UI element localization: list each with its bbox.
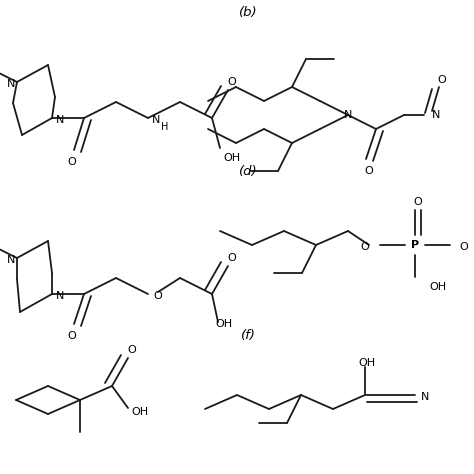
Text: N: N <box>344 110 352 120</box>
Text: N: N <box>7 79 15 89</box>
Text: O: O <box>128 345 137 355</box>
Text: N: N <box>56 291 64 301</box>
Text: O: O <box>153 291 162 301</box>
Text: O: O <box>68 157 76 167</box>
Text: O: O <box>414 197 422 207</box>
Text: O: O <box>360 242 369 252</box>
Text: N: N <box>7 255 15 265</box>
Text: O: O <box>68 331 76 341</box>
Text: H: H <box>161 122 168 132</box>
Text: N: N <box>421 392 429 402</box>
Text: O: O <box>228 77 237 87</box>
Text: O: O <box>438 75 447 85</box>
Text: OH: OH <box>131 407 148 417</box>
Text: (f): (f) <box>241 328 255 341</box>
Text: OH: OH <box>216 319 233 329</box>
Text: O: O <box>365 166 374 176</box>
Text: (b): (b) <box>239 6 257 18</box>
Text: O: O <box>459 242 468 252</box>
Text: (d): (d) <box>239 165 257 179</box>
Text: OH: OH <box>223 153 241 163</box>
Text: O: O <box>228 253 237 263</box>
Text: OH: OH <box>429 282 446 292</box>
Text: OH: OH <box>358 358 375 368</box>
Text: N: N <box>432 110 440 120</box>
Text: N: N <box>152 115 160 125</box>
Text: N: N <box>56 115 64 125</box>
Text: P: P <box>411 240 419 250</box>
